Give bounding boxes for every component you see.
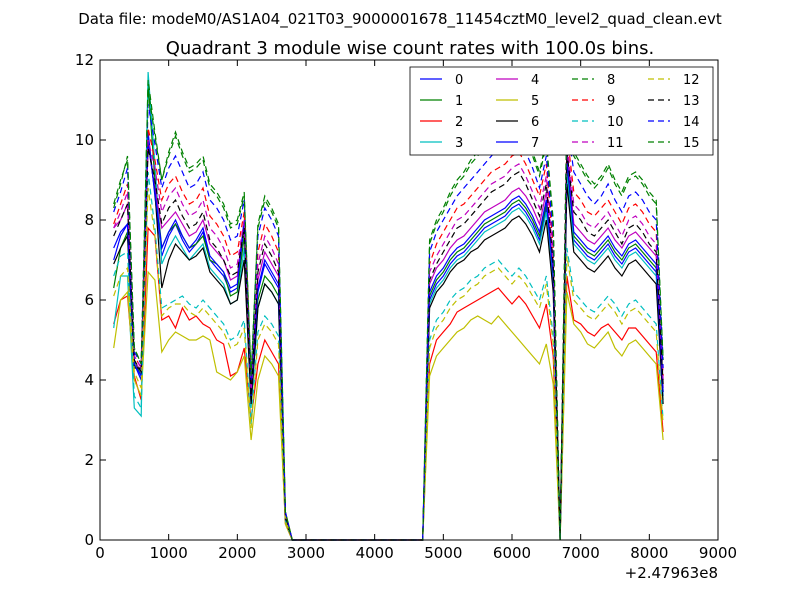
x-tick-label: 1000 [150, 544, 188, 562]
x-tick-label: 3000 [287, 544, 325, 562]
x-tick-label: 5000 [424, 544, 462, 562]
legend-label: 1 [455, 94, 463, 109]
legend-label: 14 [683, 115, 700, 130]
y-tick-label: 2 [84, 451, 94, 469]
legend-box [409, 66, 714, 156]
chart-title: Quadrant 3 module wise count rates with … [166, 38, 655, 59]
legend-label: 12 [683, 73, 700, 88]
x-axis-offset-label: +2.47963e8 [625, 564, 718, 582]
y-tick-label: 8 [84, 211, 94, 229]
legend-label: 2 [455, 115, 463, 130]
legend-label: 9 [607, 94, 615, 109]
y-tick-label: 4 [84, 371, 94, 389]
y-tick-label: 0 [84, 531, 94, 549]
series-line-13 [113, 147, 664, 541]
x-tick-label: 2000 [218, 544, 256, 562]
legend-label: 5 [531, 94, 539, 109]
data-file-suptitle: Data file: modeM0/AS1A04_021T03_90000016… [78, 10, 722, 29]
legend-label: 13 [683, 94, 700, 109]
axes-layer: 0 1000 2000 3000 4000 5000 6000 7000 8000 9000 0 2 4… [75, 51, 737, 562]
series-line-10 [113, 171, 664, 541]
legend-label: 11 [607, 136, 624, 151]
x-tick-label: 6000 [493, 544, 531, 562]
x-tick-label: 9000 [699, 544, 737, 562]
legend-label: 15 [683, 136, 700, 151]
x-tick-label: 0 [95, 544, 105, 562]
x-tick-label: 4000 [356, 544, 394, 562]
y-tick-label: 12 [75, 51, 94, 69]
legend-label: 8 [607, 73, 615, 88]
legend-label: 10 [607, 115, 624, 130]
legend-label: 0 [455, 73, 463, 88]
x-tick-label: 7000 [562, 544, 600, 562]
legend-label: 6 [531, 115, 539, 130]
y-tick-label: 6 [84, 291, 94, 309]
legend-label: 4 [531, 73, 539, 88]
y-tick-label: 10 [75, 131, 94, 149]
legend-label: 3 [455, 136, 463, 151]
legend-label: 7 [531, 136, 539, 151]
x-tick-label: 8000 [630, 544, 668, 562]
